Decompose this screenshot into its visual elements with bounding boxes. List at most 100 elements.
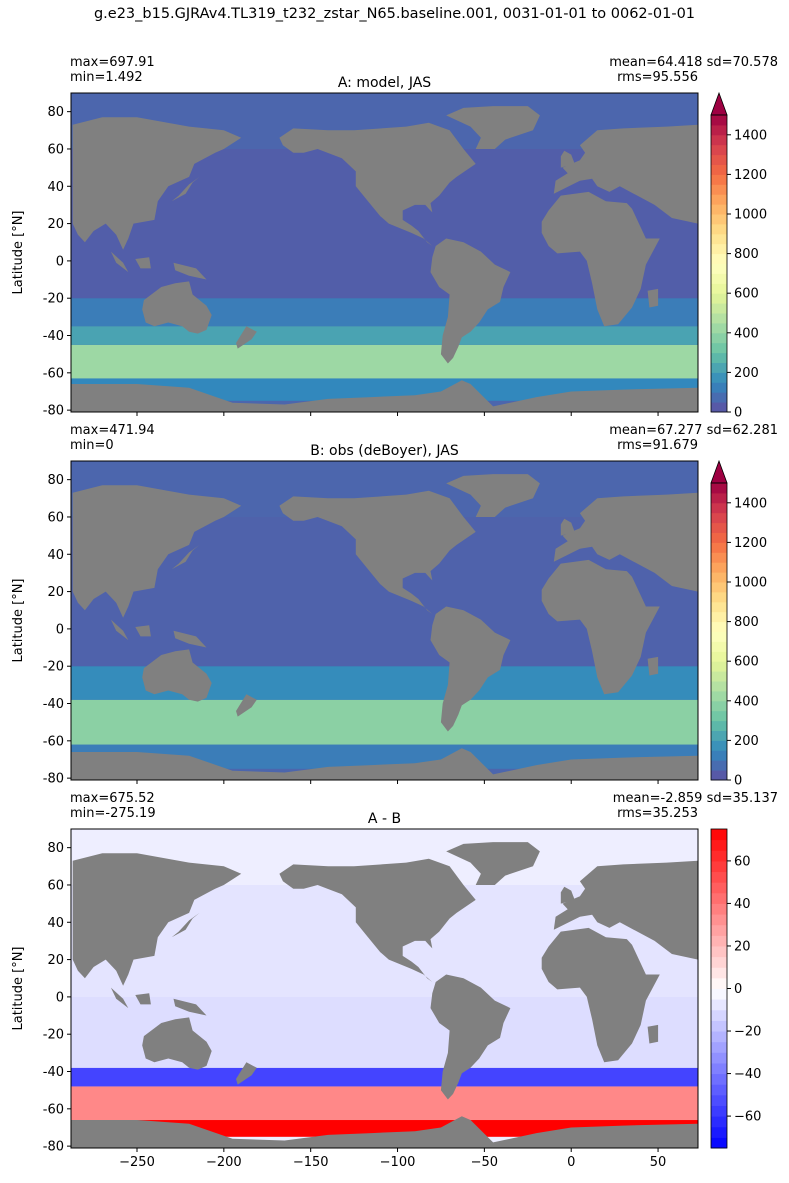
field-band-0	[71, 378, 698, 401]
landmass-5	[72, 485, 242, 618]
landmass-2	[430, 606, 511, 732]
landmass-2	[430, 974, 511, 1100]
colorbar-segment	[711, 124, 727, 136]
field-band-1	[71, 344, 698, 379]
colorbar-segment	[711, 700, 727, 712]
y-tick-label: 0	[56, 990, 64, 1005]
colorbar-segment	[711, 392, 727, 403]
land-mask	[71, 106, 698, 412]
landmass-10	[173, 998, 207, 1016]
y-tick-label: -60	[43, 366, 64, 381]
landmass-7	[171, 912, 200, 938]
y-tick-label: -20	[43, 292, 64, 307]
y-tick-label: -20	[43, 660, 64, 675]
y-tick-label: -60	[43, 1102, 64, 1117]
landmass-11	[142, 649, 212, 702]
landmass-4	[553, 492, 698, 592]
axes-frame	[70, 92, 699, 413]
landmass-5	[72, 853, 242, 986]
colorbar-segment	[711, 542, 727, 553]
colorbar-segment	[711, 1009, 727, 1021]
colorbar-segment	[711, 134, 727, 146]
colorbar-tick-label: 400	[734, 326, 759, 341]
landmass-12	[236, 326, 257, 349]
colorbar-tick-label: 800	[734, 615, 759, 630]
stat-rms: rms=91.679	[617, 438, 698, 453]
stat-max: max=675.52	[70, 791, 155, 806]
colorbar-segment	[711, 184, 727, 195]
colorbar-segment	[711, 1052, 727, 1064]
stat-min: min=1.492	[70, 70, 143, 85]
colorbar-tick-label: 40	[734, 897, 751, 912]
colorbar-segment	[711, 332, 727, 344]
colorbar-segment	[711, 892, 727, 904]
field-band-2	[71, 326, 698, 345]
colorbar-frame	[710, 114, 728, 413]
colorbar-segment	[711, 243, 727, 255]
axes-frame	[70, 828, 699, 1149]
colorbar-segment	[711, 988, 727, 1000]
landmass-11	[142, 1017, 212, 1070]
colorbar-tick-label: 0	[734, 982, 742, 997]
y-tick-label: 60	[47, 878, 64, 893]
panel-title: A - B	[368, 811, 401, 827]
landmass-1	[446, 106, 540, 149]
colorbar-segment	[711, 562, 727, 573]
colorbar-segment	[711, 661, 727, 672]
colorbar-tick-label: 1200	[734, 536, 767, 551]
colorbar-segment	[711, 740, 727, 751]
colorbar-segment	[711, 223, 727, 235]
x-tick-label: −50	[471, 1155, 498, 1170]
colorbar-tick-label: −40	[734, 1067, 761, 1082]
colorbar-tick-label: 20	[734, 939, 751, 954]
y-tick-label: 40	[47, 180, 64, 195]
landmass-7	[171, 544, 200, 570]
landmass-7	[171, 176, 200, 202]
colorbar-segment	[711, 611, 727, 623]
y-tick-label: 20	[47, 953, 64, 968]
colorbar-segment	[711, 621, 727, 632]
landmass-9	[110, 251, 129, 273]
landmass-3	[541, 559, 660, 695]
stat-min: min=-275.19	[70, 806, 156, 821]
colorbar-segment	[711, 115, 727, 126]
panel-title: A: model, JAS	[338, 75, 431, 91]
colorbar-segment	[711, 233, 727, 245]
colorbar-segment	[711, 492, 727, 504]
colorbar-tick-label: 1400	[734, 128, 767, 143]
landmass-4	[553, 124, 698, 224]
colorbar-segment	[711, 651, 727, 662]
y-tick-label: 80	[47, 841, 64, 856]
colorbar-segment	[711, 871, 727, 883]
y-axis-label: Latitude [°N]	[11, 578, 26, 662]
colorbar-segment	[711, 144, 727, 156]
colorbar-segment	[711, 914, 727, 926]
colorbar-segment	[711, 1094, 727, 1106]
field-band-1	[71, 1086, 698, 1121]
landmass-8	[135, 625, 151, 637]
y-tick-label: 80	[47, 105, 64, 120]
colorbar-segment	[711, 362, 727, 373]
landmass-11	[142, 281, 212, 334]
colorbar-segment	[711, 352, 727, 363]
stat-max: max=697.91	[70, 55, 155, 70]
landmass-5	[72, 117, 242, 250]
colorbar-segment	[711, 1041, 727, 1053]
landmass-8	[135, 257, 151, 269]
colorbar-segment	[711, 671, 727, 682]
colorbar-segment	[711, 1020, 727, 1032]
colorbar-tick-label: 200	[734, 734, 759, 749]
landmass-6	[560, 886, 575, 904]
colorbar-segment	[711, 532, 727, 543]
colorbar-segment	[711, 760, 727, 771]
y-tick-label: -80	[43, 404, 64, 419]
colorbar-segment	[711, 372, 727, 383]
y-tick-label: 20	[47, 217, 64, 232]
landmass-9	[110, 619, 129, 641]
landmass-10	[173, 630, 207, 648]
colorbar: 1400 1200 1000 800 600 400 200 0	[710, 459, 767, 789]
colorbar-segment	[711, 164, 727, 175]
